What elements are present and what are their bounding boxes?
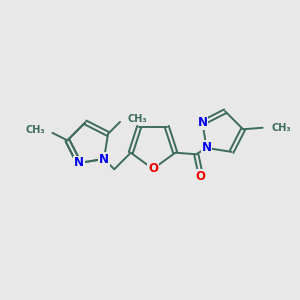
Text: O: O [148,162,158,176]
Text: N: N [197,116,208,129]
Text: CH₃: CH₃ [272,123,291,133]
Text: N: N [74,157,84,169]
Text: N: N [202,141,212,154]
Text: CH₃: CH₃ [25,125,45,135]
Text: O: O [196,170,206,183]
Text: CH₃: CH₃ [128,114,147,124]
Text: N: N [99,152,109,166]
